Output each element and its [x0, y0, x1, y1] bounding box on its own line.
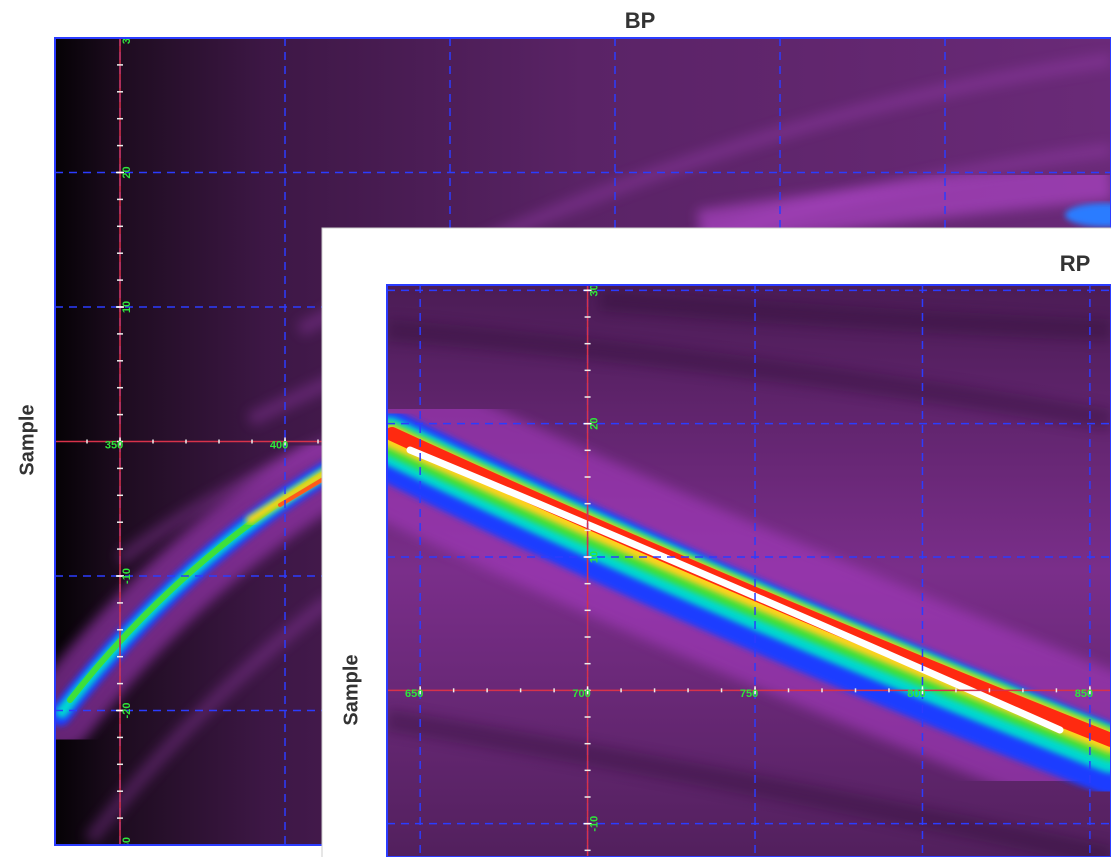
rp-plot: 650 700 750 800 850 30 20 10 -10: [387, 284, 1111, 857]
y-axis-label: Sample: [16, 404, 38, 475]
y-tick-label: -30: [121, 837, 133, 853]
x-tick-label: 700: [572, 688, 590, 700]
y-tick-label: 30: [121, 32, 133, 44]
band: [697, 160, 1111, 250]
y-axis-label: Sample: [340, 654, 362, 725]
x-tick-label: 350: [105, 439, 123, 451]
x-tick-label: 750: [740, 688, 758, 700]
ridge: [387, 365, 1111, 825]
y-tick-label: -10: [588, 816, 600, 832]
x-tick-label: 650: [405, 688, 423, 700]
chart-title: BP: [625, 8, 656, 33]
streaks: [387, 289, 1111, 857]
y-tick-label: 30: [588, 284, 600, 296]
y-tick-label: -10: [121, 568, 133, 584]
x-tick-label: 400: [270, 439, 288, 451]
x-tick-label: 800: [907, 688, 925, 700]
y-tick-label: 20: [121, 166, 133, 178]
x-tick-label: 850: [1075, 688, 1093, 700]
y-tick-label: 10: [588, 551, 600, 563]
chart-title: RP: [1060, 251, 1091, 276]
rp-frame: [386, 284, 1111, 857]
y-tick-label: -20: [121, 703, 133, 719]
y-tick-label: 10: [121, 301, 133, 313]
hot-spot: [1065, 203, 1111, 227]
y-tick-label: 20: [588, 418, 600, 430]
